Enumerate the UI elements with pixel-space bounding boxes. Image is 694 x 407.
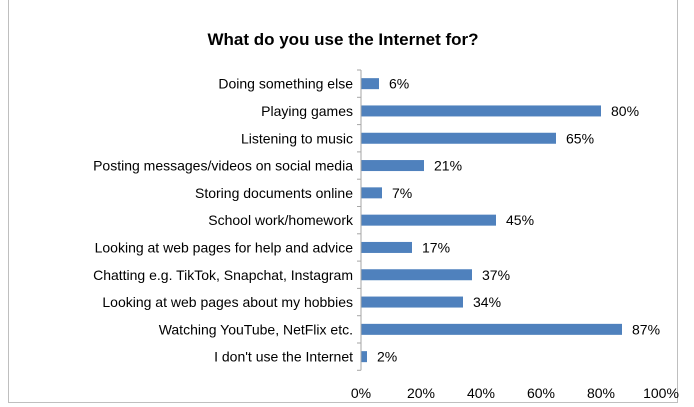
value-label: 6% xyxy=(389,76,409,92)
category-label: Watching YouTube, NetFlix etc. xyxy=(159,321,353,337)
category-label: Chatting e.g. TikTok, Snapchat, Instagra… xyxy=(93,267,353,283)
category-label: Storing documents online xyxy=(195,185,353,201)
bar xyxy=(361,214,496,226)
value-label: 17% xyxy=(422,239,450,255)
value-label: 65% xyxy=(566,130,594,146)
category-label: Looking at web pages about my hobbies xyxy=(102,294,353,310)
bar xyxy=(361,269,472,281)
category-label: Playing games xyxy=(261,103,353,119)
bar xyxy=(361,296,463,308)
x-tick-label: 80% xyxy=(587,385,615,401)
category-label: Doing something else xyxy=(218,76,353,92)
bar xyxy=(361,187,382,199)
category-label: I don't use the Internet xyxy=(214,349,353,365)
x-tick-label: 20% xyxy=(407,385,435,401)
bar xyxy=(361,132,556,144)
bar xyxy=(361,105,601,117)
category-label: Listening to music xyxy=(241,130,353,146)
category-label: Looking at web pages for help and advice xyxy=(95,239,354,255)
x-tick-label: 60% xyxy=(527,385,555,401)
x-tick-label: 100% xyxy=(643,385,679,401)
chart-frame xyxy=(8,0,678,403)
bar xyxy=(361,78,379,90)
value-label: 21% xyxy=(434,158,462,174)
bar xyxy=(361,160,424,172)
bar xyxy=(361,351,367,363)
bar xyxy=(361,241,412,253)
value-label: 80% xyxy=(611,103,639,119)
value-label: 37% xyxy=(482,267,510,283)
value-label: 87% xyxy=(632,321,660,337)
value-label: 7% xyxy=(392,185,412,201)
x-tick-label: 40% xyxy=(467,385,495,401)
value-label: 34% xyxy=(473,294,501,310)
category-label: School work/homework xyxy=(208,212,354,228)
value-label: 45% xyxy=(506,212,534,228)
x-tick-label: 0% xyxy=(351,385,371,401)
category-label: Posting messages/videos on social media xyxy=(93,158,353,174)
value-label: 2% xyxy=(377,349,397,365)
bar xyxy=(361,323,622,335)
chart-title: What do you use the Internet for? xyxy=(207,30,479,49)
